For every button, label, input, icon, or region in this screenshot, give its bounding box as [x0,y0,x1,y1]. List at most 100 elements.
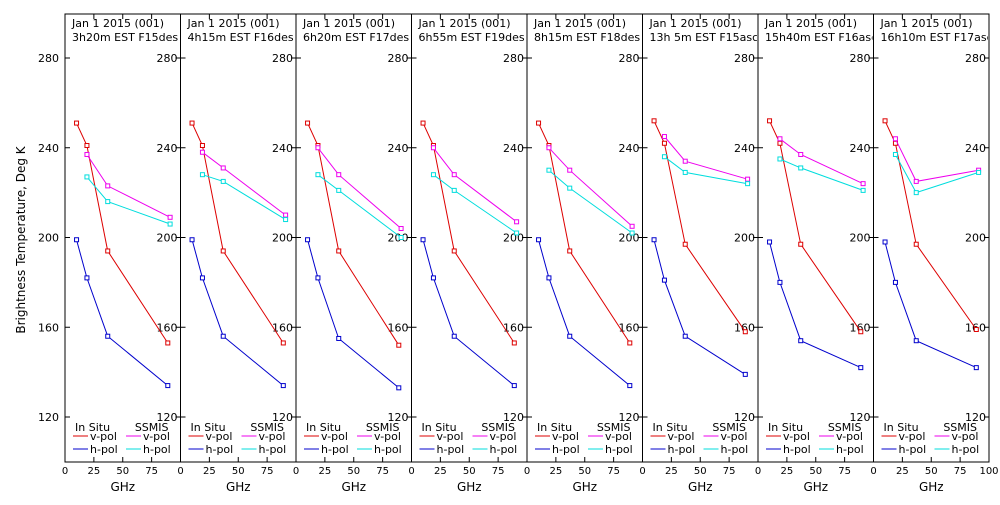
x-axis-label: GHz [226,480,251,494]
x-tick-label: 0 [755,466,761,477]
data-point [315,145,321,151]
x-axis-label: GHz [919,480,944,494]
x-tick-label: 50 [463,466,476,477]
data-point [315,275,321,281]
x-tick-label: 75 [838,466,851,477]
data-point [511,383,517,389]
y-tick-label: 280 [965,52,986,65]
data-point [220,248,226,254]
series-line-1 [538,122,631,344]
data-point [682,158,688,164]
data-point [651,118,657,124]
data-point [189,237,195,243]
data-point [742,371,748,377]
data-point [199,143,205,149]
series-line-2 [653,239,746,375]
data-point [767,118,773,124]
chart-panel-5: Jan 1 2015 (001)8h15m EST F18des 120 160 20… [524,13,643,494]
x-tick-label: 50 [347,466,360,477]
y-tick-label: 160 [272,321,293,334]
x-tick-label: 50 [116,466,129,477]
legend-header-ssmis: SSMIS [135,421,169,434]
series-line-4 [317,174,402,238]
legend-label: v-pol [90,430,117,443]
data-point [305,237,311,243]
y-tick-label: 120 [388,411,409,424]
data-point [336,248,342,254]
data-point [546,275,552,281]
y-tick-label: 240 [965,142,986,155]
data-point [745,176,751,182]
data-point [651,237,657,243]
y-tick-label: 280 [619,52,640,65]
legend-label: v-pol [143,430,170,443]
legend-label: v-pol [836,430,863,443]
data-point [661,154,667,160]
data-point [777,140,783,146]
y-tick-label: 240 [734,142,755,155]
data-point [189,120,195,126]
x-axis-label: GHz [341,480,366,494]
legend-label: v-pol [490,430,517,443]
data-point [567,185,573,191]
panel-title: Jan 1 2015 (001) [302,17,395,30]
data-point [514,219,520,225]
legend-header-insitu: In Situ [191,421,226,434]
series-line-3 [317,147,402,229]
data-point [511,340,517,346]
x-tick-label: 0 [870,466,876,477]
legend-label: h-pol [437,443,465,456]
legend-label: h-pol [783,443,811,456]
y-tick-label: 280 [503,52,524,65]
y-tick-label: 200 [157,232,178,245]
data-point [84,275,90,281]
data-point [283,217,289,223]
panel-subtitle: 3h20m EST F15des [72,31,178,44]
data-point [777,136,783,142]
y-tick-label: 240 [388,142,409,155]
panel-subtitle: 6h20m EST F17des [303,31,409,44]
panel-subtitle: 13h 5m EST F15asc [650,31,759,44]
legend-label: v-pol [437,430,464,443]
legend-label: v-pol [668,430,695,443]
legend-label: v-pol [552,430,579,443]
x-tick-label: 100 [979,466,998,477]
data-point [105,183,111,189]
data-point [892,279,898,285]
data-point [627,340,633,346]
y-tick-label: 160 [388,321,409,334]
y-tick-label: 240 [619,142,640,155]
y-tick-label: 120 [965,411,986,424]
legend-label: v-pol [952,430,979,443]
data-point [167,221,173,227]
series-line-4 [548,169,633,234]
data-point [74,237,80,243]
data-point [567,333,573,339]
data-point [892,151,898,157]
y-tick-label: 120 [619,411,640,424]
series-line-3 [202,151,286,216]
series-line-4 [86,176,171,225]
legend-header-ssmis: SSMIS [250,421,284,434]
data-point [546,145,552,151]
data-point [336,335,342,341]
data-point [430,172,436,178]
data-point [661,140,667,146]
x-axis-label: GHz [110,480,135,494]
data-point [105,333,111,339]
y-tick-label: 120 [38,411,59,424]
data-point [682,333,688,339]
data-point [858,329,864,335]
series-line-2 [422,239,515,386]
x-tick-label: 25 [896,466,909,477]
legend-label: v-pol [721,430,748,443]
data-point [536,120,542,126]
series-line-1 [307,122,400,346]
x-tick-label: 25 [319,466,332,477]
chart-panel-7: Jan 1 2015 (001)15h40m EST F16asc 120 160 2… [755,13,874,494]
data-point [167,214,173,220]
x-tick-label: 75 [145,466,158,477]
data-point [546,167,552,173]
legend-header-insitu: In Situ [306,421,341,434]
